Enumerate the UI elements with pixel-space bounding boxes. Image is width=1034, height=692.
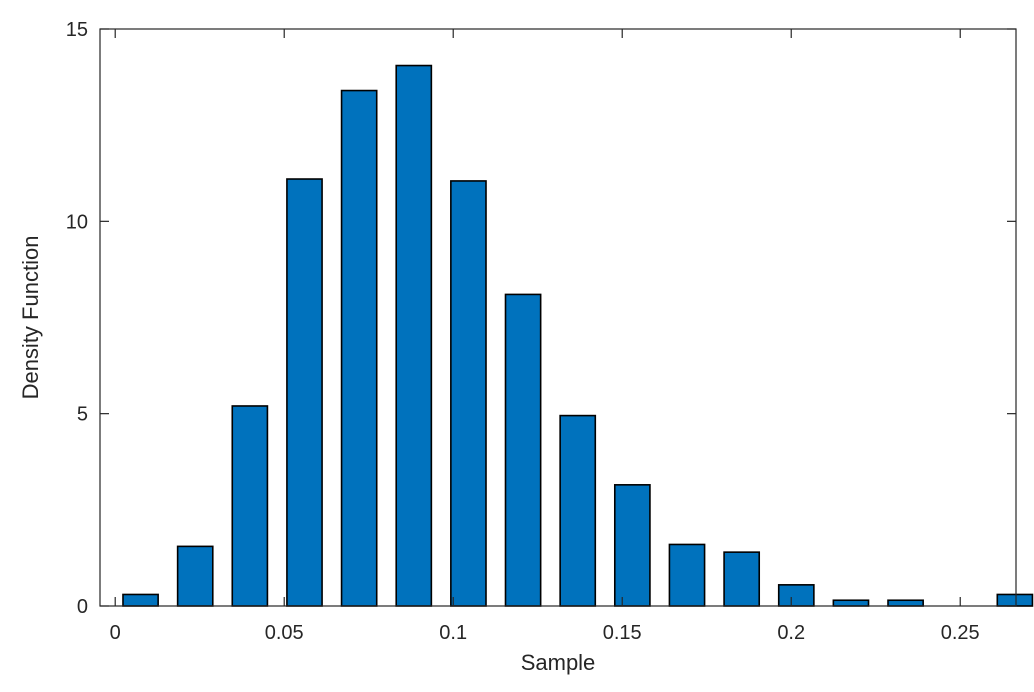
bar [286,178,323,607]
x-tick-label: 0.2 [777,622,805,644]
bar [504,293,542,607]
bar [340,89,378,607]
bar [832,599,870,607]
y-tick-label: 5 [77,404,88,426]
x-tick-label: 0.15 [603,622,642,644]
bar [231,405,269,607]
bar [777,584,815,607]
bar [668,543,706,607]
bar [450,180,487,607]
bar [996,593,1034,607]
bar [613,484,651,607]
y-tick-label: 0 [77,596,88,618]
x-tick-label: 0.05 [265,622,304,644]
y-tick-label: 15 [66,19,88,41]
bars-group [122,64,1034,607]
x-tick-label: 0.25 [941,622,980,644]
tick-labels-group: 0 0.05 0.1 0.15 0.2 0.25 0 5 10 15 [66,19,980,644]
bar [395,64,433,607]
bar [887,599,924,607]
x-tick-label: 0 [110,622,121,644]
y-axis-title: Density Function [18,236,43,400]
bar [176,545,214,607]
x-axis-title: Sample [521,650,596,675]
x-tick-label: 0.1 [439,622,467,644]
bar [122,593,159,607]
bar [723,551,761,607]
bar [559,414,597,607]
axes-box [99,28,1017,607]
y-tick-label: 10 [66,211,88,233]
